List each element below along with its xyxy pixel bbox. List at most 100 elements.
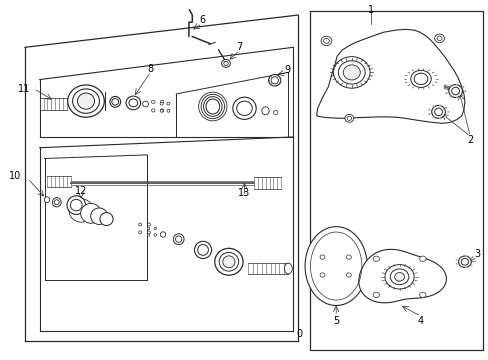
Ellipse shape	[147, 227, 149, 230]
Ellipse shape	[448, 85, 462, 98]
Text: 0: 0	[295, 329, 302, 339]
Ellipse shape	[223, 256, 235, 268]
Text: 6: 6	[199, 15, 205, 26]
Ellipse shape	[73, 89, 99, 113]
Ellipse shape	[413, 73, 427, 85]
Ellipse shape	[448, 84, 451, 86]
Ellipse shape	[431, 116, 434, 118]
Ellipse shape	[221, 59, 230, 67]
Text: 8: 8	[147, 64, 154, 74]
Text: 3: 3	[473, 248, 480, 258]
Ellipse shape	[68, 85, 104, 117]
Ellipse shape	[320, 255, 325, 259]
Ellipse shape	[384, 265, 413, 289]
Ellipse shape	[434, 108, 442, 116]
Text: 7: 7	[236, 42, 242, 52]
Ellipse shape	[465, 255, 467, 257]
Bar	[310, 12, 483, 350]
Ellipse shape	[70, 199, 82, 211]
Ellipse shape	[160, 102, 163, 105]
Ellipse shape	[224, 61, 228, 66]
Ellipse shape	[90, 208, 107, 225]
Ellipse shape	[214, 248, 243, 275]
Ellipse shape	[446, 111, 448, 113]
Ellipse shape	[410, 70, 430, 87]
Ellipse shape	[465, 266, 467, 268]
Ellipse shape	[463, 90, 466, 92]
Ellipse shape	[52, 198, 61, 207]
Ellipse shape	[142, 101, 148, 107]
Ellipse shape	[455, 259, 457, 261]
Text: 12: 12	[75, 186, 87, 196]
Ellipse shape	[344, 114, 353, 122]
Ellipse shape	[427, 113, 430, 115]
Ellipse shape	[166, 109, 169, 112]
Ellipse shape	[431, 105, 434, 107]
Ellipse shape	[151, 100, 155, 103]
Ellipse shape	[201, 94, 224, 119]
Ellipse shape	[112, 99, 119, 105]
Ellipse shape	[469, 257, 471, 259]
Ellipse shape	[461, 86, 464, 88]
Text: 2: 2	[466, 135, 472, 145]
Ellipse shape	[338, 61, 365, 84]
Ellipse shape	[321, 36, 331, 45]
Ellipse shape	[232, 97, 256, 120]
Text: 5: 5	[332, 316, 339, 325]
Ellipse shape	[459, 256, 461, 258]
Ellipse shape	[236, 101, 252, 116]
Ellipse shape	[173, 234, 183, 244]
Ellipse shape	[160, 109, 163, 112]
Ellipse shape	[323, 39, 329, 43]
Ellipse shape	[461, 94, 464, 96]
Ellipse shape	[44, 197, 50, 203]
Ellipse shape	[139, 231, 142, 234]
Ellipse shape	[346, 255, 350, 259]
Ellipse shape	[67, 196, 85, 215]
Ellipse shape	[54, 200, 59, 205]
Ellipse shape	[219, 252, 238, 271]
Ellipse shape	[372, 256, 379, 261]
Ellipse shape	[268, 75, 280, 86]
Ellipse shape	[205, 99, 219, 114]
Ellipse shape	[147, 231, 150, 234]
Ellipse shape	[81, 203, 101, 223]
Ellipse shape	[77, 93, 94, 109]
Polygon shape	[305, 226, 366, 306]
Ellipse shape	[431, 105, 445, 118]
Ellipse shape	[346, 116, 351, 121]
Ellipse shape	[427, 109, 430, 111]
Ellipse shape	[389, 269, 408, 285]
Ellipse shape	[160, 109, 163, 112]
Ellipse shape	[394, 273, 404, 281]
Ellipse shape	[419, 256, 425, 261]
Ellipse shape	[320, 273, 325, 277]
Ellipse shape	[261, 107, 268, 115]
Ellipse shape	[197, 244, 208, 255]
Ellipse shape	[448, 95, 451, 98]
Ellipse shape	[455, 96, 458, 99]
Ellipse shape	[343, 65, 360, 80]
Ellipse shape	[460, 258, 468, 265]
Ellipse shape	[194, 241, 211, 258]
Ellipse shape	[147, 234, 149, 236]
Ellipse shape	[203, 96, 222, 116]
Ellipse shape	[160, 100, 163, 103]
Ellipse shape	[469, 265, 471, 266]
Ellipse shape	[147, 223, 150, 226]
Ellipse shape	[166, 102, 169, 105]
Ellipse shape	[126, 96, 141, 110]
Ellipse shape	[459, 266, 461, 267]
Ellipse shape	[100, 213, 113, 226]
Ellipse shape	[284, 263, 292, 274]
Ellipse shape	[270, 77, 278, 84]
Ellipse shape	[472, 261, 474, 263]
Ellipse shape	[445, 88, 447, 90]
Ellipse shape	[154, 234, 156, 236]
Ellipse shape	[372, 292, 379, 298]
Ellipse shape	[160, 232, 165, 237]
Ellipse shape	[436, 36, 441, 41]
Polygon shape	[316, 30, 464, 123]
Ellipse shape	[451, 87, 459, 95]
Ellipse shape	[455, 263, 457, 265]
